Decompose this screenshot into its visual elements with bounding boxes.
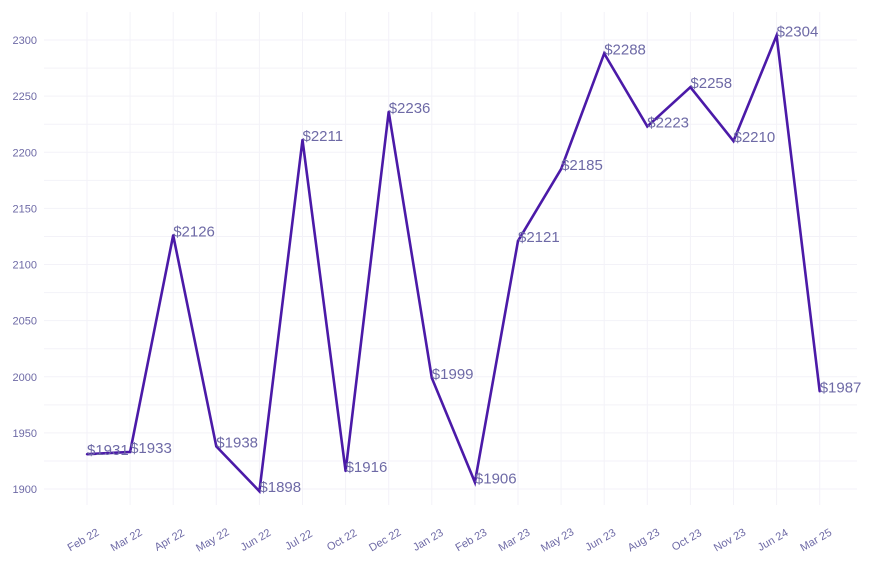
- data-point: [818, 390, 821, 393]
- data-point: [430, 376, 433, 380]
- data-point: [473, 481, 477, 484]
- data-label: $2126: [173, 223, 215, 240]
- y-tick-label: 2200: [13, 147, 37, 159]
- data-label: $1938: [216, 434, 258, 451]
- data-point: [689, 85, 692, 89]
- data-label: $1916: [346, 459, 388, 476]
- x-tick-label: Mar 23: [497, 527, 533, 555]
- data-point: [516, 239, 520, 243]
- x-tick-label: Dec 22: [367, 526, 403, 554]
- data-point: [301, 138, 304, 142]
- data-label: $1931: [87, 442, 129, 459]
- y-tick-label: 2150: [13, 203, 37, 215]
- x-tick-label: Nov 23: [712, 526, 748, 554]
- y-tick-label: 2300: [13, 35, 37, 47]
- data-point: [732, 139, 735, 143]
- x-tick-label: May 23: [539, 526, 576, 554]
- x-tick-label: Jun 22: [239, 527, 274, 554]
- data-point: [85, 453, 89, 456]
- y-tick-label: 1900: [13, 484, 37, 496]
- x-tick-label: Jun 23: [583, 527, 618, 554]
- y-tick-label: 2100: [13, 260, 37, 272]
- data-label: $2185: [561, 157, 603, 174]
- x-tick-label: Mar 25: [798, 527, 834, 555]
- y-tick-label: 1950: [13, 428, 37, 440]
- x-tick-label: Jun 24: [756, 527, 791, 554]
- data-point: [775, 34, 778, 37]
- x-tick-label: Oct 22: [325, 527, 359, 554]
- y-tick-label: 2050: [13, 316, 37, 328]
- grid: [44, 12, 857, 505]
- x-tick-label: Jul 22: [283, 528, 314, 553]
- data-label: $2288: [604, 41, 646, 58]
- data-label: $1906: [475, 470, 517, 487]
- data-label: $2236: [389, 100, 431, 117]
- data-label: $2121: [518, 229, 560, 246]
- data-point: [559, 167, 563, 171]
- data-label: $1898: [259, 479, 301, 496]
- y-axis: 1900 1950 2000 2050 2100 2150 2200 2250 2300: [13, 35, 37, 496]
- data-point: [215, 445, 218, 448]
- y-tick-label: 2250: [13, 91, 37, 103]
- data-label: $2210: [734, 129, 776, 146]
- x-tick-label: Feb 23: [454, 527, 490, 555]
- data-point: [258, 490, 261, 493]
- x-tick-label: Aug 23: [626, 526, 662, 554]
- x-tick-label: Jan 23: [411, 527, 446, 554]
- data-label: $2211: [303, 128, 344, 145]
- data-point: [128, 450, 132, 454]
- data-labels: $1931 $1933 $2126 $1938 $1898 $2211 $1916 $2236…: [87, 24, 861, 497]
- data-point: [646, 125, 649, 128]
- x-tick-label: Oct 23: [670, 527, 704, 554]
- x-axis: Feb 22 Mar 22 Apr 22 May 22 Jun 22 Jul 22 Oct …: [66, 526, 834, 554]
- data-label: $2223: [647, 114, 689, 131]
- x-tick-label: May 22: [194, 526, 231, 554]
- data-label: $2304: [777, 24, 819, 41]
- data-point: [603, 52, 606, 55]
- data-label: $1999: [432, 366, 474, 383]
- data-label: $2258: [690, 75, 732, 92]
- data-point: [387, 110, 390, 114]
- x-tick-label: Mar 22: [109, 527, 145, 555]
- x-tick-label: Apr 22: [153, 527, 187, 554]
- data-label: $1933: [130, 440, 172, 457]
- y-tick-label: 2000: [13, 372, 37, 384]
- x-tick-label: Feb 22: [66, 527, 102, 555]
- data-point: [172, 234, 175, 237]
- data-point: [344, 469, 347, 473]
- data-label: $1987: [820, 379, 862, 396]
- series-line-price: [86, 30, 821, 495]
- series: [85, 30, 821, 495]
